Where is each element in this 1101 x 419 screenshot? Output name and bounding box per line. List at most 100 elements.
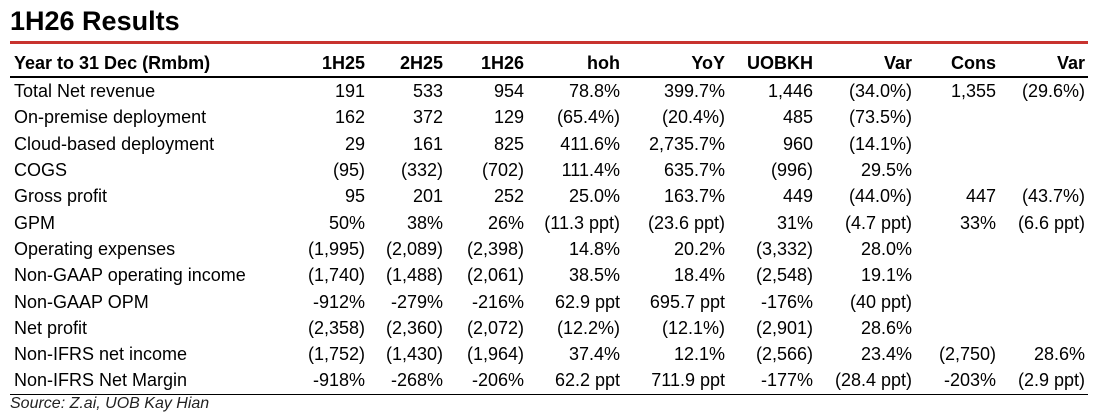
row-label: Non-IFRS Net Margin	[10, 367, 290, 395]
cell: 25.0%	[568, 186, 620, 207]
cell: (3,332)	[755, 238, 813, 259]
cell: (2,566)	[755, 344, 813, 365]
cell: 711.9 ppt	[623, 367, 728, 395]
empty-cell	[915, 104, 999, 130]
cell: (2,358)	[307, 317, 365, 338]
row-label: Total Net revenue	[14, 81, 156, 102]
cell: 29.5%	[860, 160, 912, 181]
cell: (28.4 ppt)	[816, 367, 915, 395]
cell: (65.4%)	[556, 107, 620, 128]
empty-cell	[915, 315, 999, 341]
cell: 111.4%	[561, 160, 620, 181]
cell: 38.5%	[568, 265, 620, 286]
cell: 33%	[959, 212, 996, 233]
table-row: Gross profit 95 201 252 25.0% 163.7% 449 (44.0%…	[10, 183, 1088, 209]
cell: -268%	[368, 367, 446, 395]
cell: 372	[412, 107, 443, 128]
cell: 95	[344, 186, 365, 207]
cell: (11.3 ppt)	[544, 212, 620, 233]
cell: 1,355	[950, 81, 996, 102]
row-label: Net profit	[14, 317, 88, 338]
table-row: Cloud-based deployment 29 161 825 411.6% 2,73…	[10, 131, 1088, 157]
cell: 954	[493, 81, 524, 102]
cell: 129	[493, 107, 524, 128]
table-row: GPM 50% 38% 26% (11.3 ppt) (23.6 ppt) 31% (4.7 …	[10, 209, 1088, 235]
cell: 411.6%	[560, 133, 620, 154]
table-body: Total Net revenue 191 533 954 78.8% 399.7% 1,4…	[10, 77, 1088, 395]
cell: (95)	[332, 160, 365, 181]
cell: 399.7%	[663, 81, 725, 102]
cell: 62.2 ppt	[527, 367, 623, 395]
table-row: Non-GAAP OPM -912% -279% -216% 62.9 ppt 695.7…	[10, 288, 1088, 314]
column-header: UOBKH	[728, 50, 816, 78]
cell: 31%	[776, 212, 813, 233]
table-row: Total Net revenue 191 533 954 78.8% 399.7% 1,4…	[10, 77, 1088, 104]
table-row: Net profit (2,358) (2,360) (2,072) (12.2%) (1…	[10, 315, 1088, 341]
cell: 201	[412, 186, 443, 207]
cell: (1,740)	[307, 265, 365, 286]
cell: (40 ppt)	[849, 291, 912, 312]
cell: -206%	[446, 367, 527, 395]
cell: (29.6%)	[1021, 81, 1085, 102]
title: 1H26 Results	[10, 6, 180, 36]
cell: 162	[334, 107, 365, 128]
cell: (1,430)	[385, 344, 443, 365]
row-label: Operating expenses	[14, 238, 176, 259]
cell: (43.7%)	[1021, 186, 1085, 207]
cell: (2,089)	[385, 238, 443, 259]
cell: 38%	[406, 212, 443, 233]
empty-cell	[915, 236, 999, 262]
cell: 29	[344, 133, 365, 154]
cell: -176%	[760, 291, 813, 312]
cell: 78.8%	[568, 81, 620, 102]
row-label: GPM	[14, 212, 56, 233]
cell: 23.4%	[860, 344, 912, 365]
empty-cell	[915, 157, 999, 183]
empty-cell	[915, 288, 999, 314]
row-label: Gross profit	[14, 186, 108, 207]
cell: (996)	[770, 160, 813, 181]
row-label: COGS	[14, 160, 68, 181]
row-label: Non-IFRS net income	[14, 344, 188, 365]
cell: (34.0%)	[848, 81, 912, 102]
column-header: Year to 31 Dec (Rmbm)	[10, 50, 290, 78]
cell: (12.1%)	[661, 317, 725, 338]
cell: (2.9 ppt)	[999, 367, 1088, 395]
cell: 18.4%	[673, 265, 725, 286]
cell: 12.1%	[673, 344, 725, 365]
cell: 1,446	[767, 81, 813, 102]
cell: (23.6 ppt)	[647, 212, 725, 233]
empty-cell	[999, 236, 1088, 262]
table-row: COGS (95) (332) (702) 111.4% 635.7% (996) 29.5%	[10, 157, 1088, 183]
cell: (332)	[400, 160, 443, 181]
empty-cell	[999, 131, 1088, 157]
column-header: YoY	[623, 50, 728, 78]
column-header: hoh	[527, 50, 623, 78]
cell: 20.2%	[673, 238, 725, 259]
cell: (2,360)	[385, 317, 443, 338]
empty-cell	[999, 262, 1088, 288]
cell: (1,752)	[307, 344, 365, 365]
cell: 695.7 ppt	[649, 291, 725, 312]
cell: -177%	[728, 367, 816, 395]
cell: -279%	[390, 291, 443, 312]
cell: 28.0%	[860, 238, 912, 259]
cell: 62.9 ppt	[554, 291, 620, 312]
title-rule	[10, 41, 1088, 44]
cell: 28.6%	[1033, 344, 1085, 365]
cell: (1,964)	[466, 344, 524, 365]
cell: (12.2%)	[556, 317, 620, 338]
cell: (2,072)	[466, 317, 524, 338]
cell: (4.7 ppt)	[844, 212, 912, 233]
cell: (2,901)	[755, 317, 813, 338]
table-row: Non-IFRS Net Margin -918% -268% -206% 62.2 p…	[10, 367, 1088, 395]
cell: 26%	[487, 212, 524, 233]
cell: (20.4%)	[661, 107, 725, 128]
cell: 447	[965, 186, 996, 207]
results-table: Year to 31 Dec (Rmbm) 1H25 2H25 1H26 hoh YoY U…	[10, 50, 1088, 395]
cell: 485	[782, 107, 813, 128]
header-row: Year to 31 Dec (Rmbm) 1H25 2H25 1H26 hoh YoY U…	[10, 50, 1088, 78]
table-row: Non-GAAP operating income (1,740) (1,488) (…	[10, 262, 1088, 288]
cell: (6.6 ppt)	[1017, 212, 1085, 233]
